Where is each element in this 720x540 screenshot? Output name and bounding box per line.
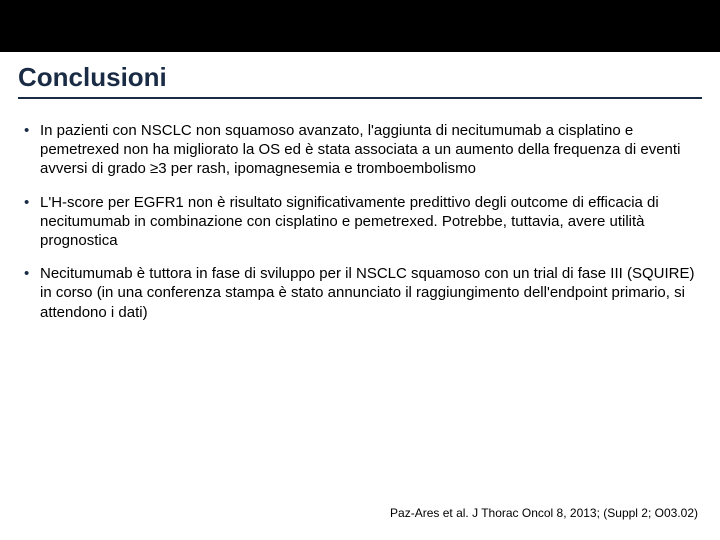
bullet-item: In pazienti con NSCLC non squamoso avanz… xyxy=(22,121,698,179)
bullet-item: L'H-score per EGFR1 non è risultato sign… xyxy=(22,193,698,251)
citation-text: Paz-Ares et al. J Thorac Oncol 8, 2013; … xyxy=(390,506,698,520)
title-container: Conclusioni xyxy=(0,52,720,105)
top-black-bar xyxy=(0,0,720,52)
bullet-item: Necitumumab è tuttora in fase di svilupp… xyxy=(22,264,698,322)
bullet-list: In pazienti con NSCLC non squamoso avanz… xyxy=(22,121,698,322)
content-area: In pazienti con NSCLC non squamoso avanz… xyxy=(0,105,720,322)
slide: Conclusioni In pazienti con NSCLC non sq… xyxy=(0,0,720,540)
slide-title: Conclusioni xyxy=(18,62,702,99)
